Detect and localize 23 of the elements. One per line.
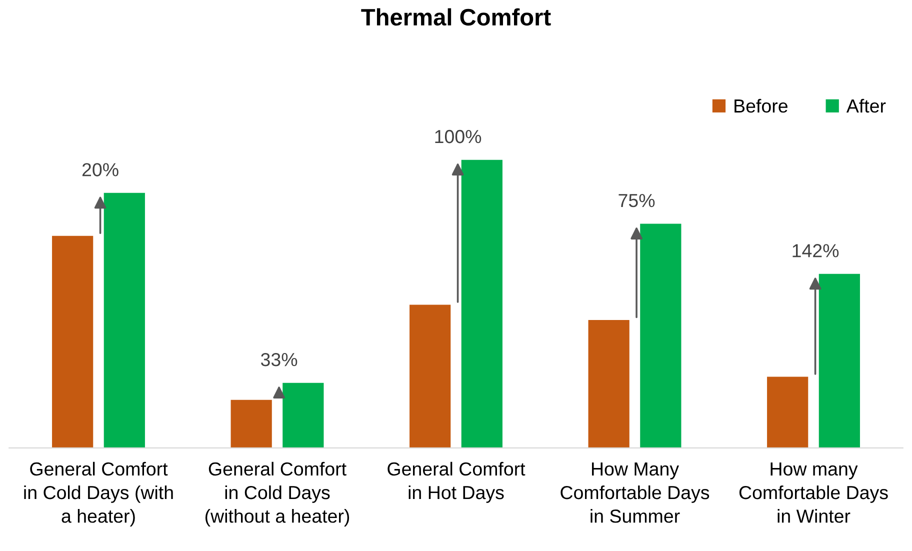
annotation: 20% [82, 163, 118, 176]
x-tick-label: General Comfort in Hot Days [388, 462, 526, 503]
annotation: 142% [792, 244, 839, 258]
bar [818, 274, 860, 448]
bar [52, 236, 94, 448]
legend-label: After [846, 98, 886, 113]
x-tick-label: General Comfort in Cold Days (with a heater) [24, 462, 173, 527]
bar [461, 160, 502, 448]
bar [588, 320, 630, 448]
bar [230, 400, 272, 448]
bar [767, 376, 808, 448]
chart-title: Thermal Comfort [361, 8, 551, 26]
bar [410, 304, 451, 448]
text: 100% [435, 130, 482, 144]
bar [282, 382, 324, 448]
annotation: 75% [618, 194, 655, 208]
x-tick-label: How many Comfortable Days in Winter [739, 462, 888, 523]
legend-label: Before [734, 98, 788, 113]
bar [640, 224, 682, 448]
x-tick-label: General Comfort in Cold Days (without a heater) [205, 462, 350, 527]
bar [104, 192, 145, 448]
x-tick-label: How Many Comfortable Days in Summer [560, 462, 710, 523]
annotation: 33% [260, 352, 298, 366]
